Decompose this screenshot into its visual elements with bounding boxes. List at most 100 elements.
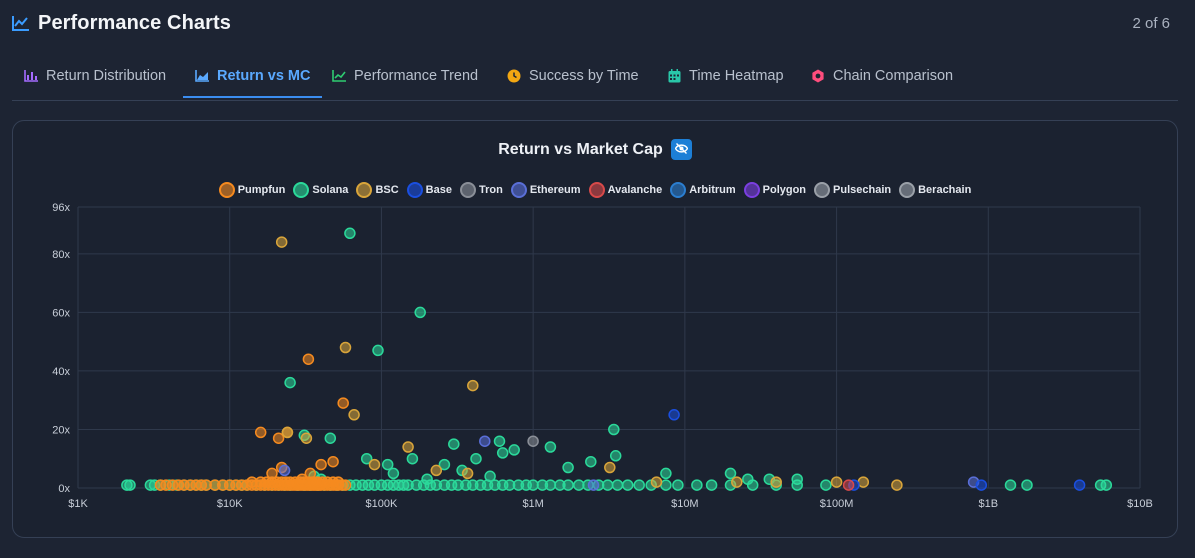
data-point-bsc	[731, 476, 743, 488]
legend-item-solana[interactable]: Solana	[293, 182, 348, 198]
data-point-base	[975, 479, 988, 491]
area-chart-icon	[195, 69, 209, 83]
data-point-solana	[496, 447, 509, 459]
y-tick-label: 20x	[52, 424, 70, 436]
data-point-pumpfun	[304, 467, 317, 480]
data-point-pumpfun	[296, 473, 308, 485]
x-tick-label: $1K	[68, 498, 88, 510]
data-point-solana	[633, 479, 645, 491]
x-tick-label: $1M	[522, 498, 543, 510]
data-point-pumpfun	[302, 353, 315, 365]
data-point-solana	[820, 479, 832, 491]
tab-label: Return Distribution	[46, 68, 167, 84]
tab-performance-trend[interactable]: Performance Trend	[332, 56, 478, 96]
data-point-solana	[421, 473, 433, 485]
legend-swatch	[743, 182, 760, 198]
legend-swatch	[406, 182, 423, 198]
y-tick-label: 80x	[52, 249, 70, 261]
page-header: Performance Charts 2 of 6	[12, 8, 1182, 38]
legend-swatch	[356, 182, 373, 198]
legend-swatch	[510, 182, 527, 198]
data-point-bsc	[402, 441, 414, 453]
chart-title: Return vs Market Cap	[498, 140, 663, 158]
data-point-bsc	[770, 476, 782, 488]
legend-swatch	[218, 182, 235, 198]
data-point-base	[668, 409, 680, 421]
data-point-bsc	[467, 379, 479, 392]
tab-time-heatmap[interactable]: Time Heatmap	[667, 56, 784, 96]
data-point-solana	[608, 423, 620, 436]
tab-success-by-time[interactable]: Success by Time	[507, 56, 639, 96]
chart-legend: Pumpfun Solana BSC Base Tron Ethereum Avalanch…	[13, 182, 1177, 198]
legend-label: Pumpfun	[237, 184, 286, 196]
data-point-solana	[438, 458, 451, 471]
x-tick-label: $100K	[366, 498, 398, 510]
eye-off-icon	[674, 141, 689, 159]
tab-return-distribution[interactable]: Return Distribution	[24, 56, 166, 96]
y-tick-label: 0x	[58, 483, 70, 495]
legend-item-berachain[interactable]: Berachain	[899, 182, 971, 198]
x-tick-label: $10B	[1127, 498, 1153, 510]
data-point-tron	[527, 435, 539, 447]
data-point-solana	[562, 479, 574, 491]
clock-icon	[507, 69, 521, 83]
legend-label: Arbitrum	[689, 184, 736, 196]
data-point-solana	[284, 376, 296, 389]
x-tick-label: $10K	[217, 498, 243, 510]
data-point-solana	[124, 479, 136, 491]
data-point-solana	[544, 479, 557, 491]
legend-item-pulsechain[interactable]: Pulsechain	[814, 182, 891, 198]
line-chart-icon	[332, 69, 346, 83]
data-point-bsc	[830, 476, 843, 488]
data-point-solana	[381, 458, 394, 471]
data-point-ethereum	[479, 435, 491, 447]
tab-chain-comparison[interactable]: Chain Comparison	[811, 56, 953, 96]
data-point-bsc	[281, 426, 294, 439]
legend-item-polygon[interactable]: Polygon	[743, 182, 806, 198]
data-point-ethereum	[587, 479, 600, 491]
legend-item-base[interactable]: Base	[406, 182, 452, 198]
legend-item-bsc[interactable]: BSC	[356, 182, 399, 198]
data-point-pumpfun	[315, 458, 327, 471]
tab-return-vs-mc[interactable]: Return vs MC	[183, 56, 323, 98]
data-point-bsc	[857, 476, 870, 488]
tab-label: Return vs MC	[217, 68, 311, 84]
data-point-solana	[724, 467, 737, 480]
page-count: 2 of 6	[1132, 14, 1170, 32]
chart-tabs: Return Distribution Return vs MC Perform…	[12, 56, 1178, 101]
data-point-solana	[324, 432, 337, 444]
legend-swatch	[293, 182, 310, 198]
data-point-bsc	[461, 467, 474, 480]
data-point-bsc	[300, 432, 313, 444]
data-point-bsc	[348, 409, 360, 421]
data-point-solana	[791, 473, 803, 485]
y-tick-label: 60x	[52, 307, 70, 319]
data-point-pumpfun	[310, 476, 322, 488]
legend-swatch	[588, 182, 605, 198]
chart-card: Return vs Market Cap Pumpfun Solana BSC Bas…	[12, 120, 1178, 538]
legend-item-pumpfun[interactable]: Pumpfun	[218, 182, 286, 198]
data-point-solana	[544, 441, 557, 453]
cog-icon	[811, 69, 825, 83]
data-point-solana	[406, 452, 419, 465]
x-tick-label: $10M	[671, 498, 699, 510]
x-tick-label: $100M	[820, 498, 854, 510]
legend-item-avalanche[interactable]: Avalanche	[588, 182, 662, 198]
data-point-pumpfun	[327, 455, 339, 468]
visibility-toggle-button[interactable]	[670, 139, 692, 160]
legend-label: Solana	[312, 184, 349, 196]
data-point-solana	[660, 467, 672, 480]
data-point-pumpfun	[272, 432, 285, 444]
tab-label: Time Heatmap	[689, 68, 784, 84]
legend-item-arbitrum[interactable]: Arbitrum	[670, 182, 736, 198]
data-point-solana	[508, 444, 520, 456]
chart-title-row: Return vs Market Cap	[13, 139, 1177, 160]
data-point-avalanche	[842, 479, 855, 491]
tab-label: Performance Trend	[354, 68, 479, 84]
data-point-bsc	[275, 236, 288, 248]
data-point-solana	[1004, 479, 1017, 491]
data-point-solana	[344, 227, 356, 240]
legend-item-ethereum[interactable]: Ethereum	[510, 182, 581, 198]
legend-item-tron[interactable]: Tron	[459, 182, 503, 198]
